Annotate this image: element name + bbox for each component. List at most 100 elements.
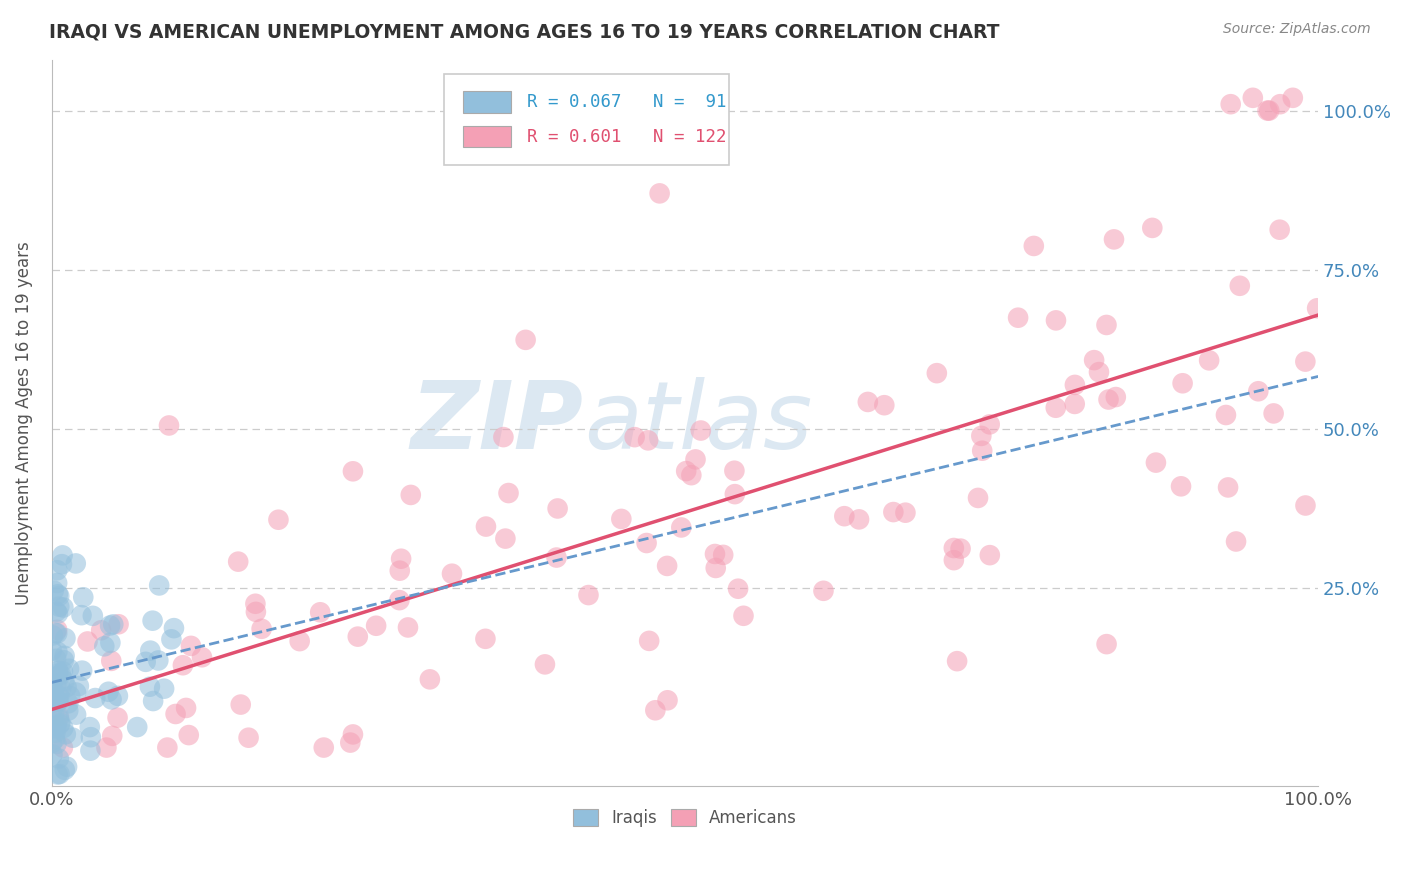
Point bbox=[675, 464, 697, 478]
Point bbox=[48, 599, 70, 614]
Point bbox=[1295, 499, 1317, 513]
Point bbox=[1306, 301, 1329, 316]
Point bbox=[389, 551, 412, 566]
Point bbox=[979, 417, 1001, 432]
Point bbox=[727, 582, 749, 596]
Bar bbox=[464, 126, 512, 147]
Text: atlas: atlas bbox=[583, 377, 811, 468]
Point bbox=[733, 608, 755, 623]
Point bbox=[1241, 91, 1264, 105]
Point bbox=[49, 717, 72, 731]
Point bbox=[79, 720, 101, 734]
Point bbox=[41, 747, 63, 762]
Point bbox=[58, 704, 80, 718]
Point bbox=[139, 680, 162, 694]
Point bbox=[59, 689, 82, 703]
Point bbox=[67, 679, 90, 693]
Point bbox=[82, 608, 104, 623]
Point bbox=[1229, 278, 1251, 293]
Point bbox=[70, 608, 93, 623]
Point bbox=[45, 719, 67, 733]
Point bbox=[1216, 480, 1239, 494]
Point bbox=[1088, 365, 1111, 379]
Point bbox=[46, 623, 69, 637]
Point bbox=[42, 583, 65, 598]
Point bbox=[53, 763, 76, 777]
Point bbox=[44, 625, 66, 640]
Point bbox=[51, 558, 73, 572]
Point bbox=[44, 731, 66, 746]
Point bbox=[724, 487, 747, 501]
Point bbox=[396, 620, 419, 634]
Text: Source: ZipAtlas.com: Source: ZipAtlas.com bbox=[1223, 22, 1371, 37]
Point bbox=[339, 736, 361, 750]
Point bbox=[142, 614, 165, 628]
Point bbox=[127, 720, 149, 734]
Point bbox=[1263, 406, 1285, 420]
Point bbox=[42, 686, 65, 700]
FancyBboxPatch shape bbox=[444, 74, 730, 165]
Point bbox=[1170, 479, 1192, 493]
Point bbox=[65, 557, 87, 571]
Point bbox=[399, 488, 422, 502]
Point bbox=[76, 634, 98, 648]
Point bbox=[84, 691, 107, 706]
Point bbox=[346, 630, 368, 644]
Point bbox=[949, 541, 972, 556]
Point bbox=[1102, 232, 1125, 246]
Point bbox=[44, 690, 66, 705]
Point bbox=[882, 505, 904, 519]
Point bbox=[979, 548, 1001, 562]
Point bbox=[45, 605, 67, 619]
Point bbox=[546, 550, 568, 565]
Point bbox=[135, 655, 157, 669]
Point bbox=[70, 664, 93, 678]
Point bbox=[48, 767, 70, 781]
Point bbox=[342, 464, 364, 478]
Point bbox=[101, 729, 124, 743]
Point bbox=[245, 597, 267, 611]
Point bbox=[967, 491, 990, 505]
Point bbox=[46, 664, 69, 678]
Point bbox=[1144, 456, 1167, 470]
Point bbox=[52, 653, 75, 667]
Point bbox=[388, 593, 411, 607]
Point bbox=[142, 694, 165, 708]
Point bbox=[1097, 392, 1119, 407]
Point bbox=[648, 186, 671, 201]
Point bbox=[1258, 103, 1281, 118]
Point bbox=[644, 703, 666, 717]
Point bbox=[1063, 397, 1085, 411]
Point bbox=[440, 566, 463, 581]
Point bbox=[1215, 408, 1237, 422]
Point bbox=[474, 632, 496, 646]
Point bbox=[46, 626, 69, 640]
Point bbox=[610, 512, 633, 526]
Point bbox=[49, 667, 72, 681]
Point bbox=[48, 751, 70, 765]
Point bbox=[96, 740, 118, 755]
Point bbox=[62, 731, 84, 745]
Point bbox=[1294, 354, 1316, 368]
Point bbox=[180, 639, 202, 653]
Point bbox=[58, 696, 80, 710]
Point bbox=[41, 736, 63, 750]
Point bbox=[312, 740, 335, 755]
Point bbox=[238, 731, 260, 745]
Point bbox=[46, 576, 69, 591]
Point bbox=[637, 434, 659, 448]
Point bbox=[52, 665, 75, 679]
Point bbox=[107, 689, 129, 703]
Point bbox=[1063, 378, 1085, 392]
Point bbox=[41, 696, 63, 710]
Point bbox=[342, 727, 364, 741]
Point bbox=[49, 682, 72, 697]
Point bbox=[80, 730, 103, 744]
Point bbox=[79, 744, 101, 758]
Point bbox=[41, 643, 63, 657]
Point bbox=[972, 443, 994, 458]
Point bbox=[813, 583, 835, 598]
Point bbox=[704, 561, 727, 575]
Point bbox=[156, 740, 179, 755]
Point bbox=[498, 486, 520, 500]
